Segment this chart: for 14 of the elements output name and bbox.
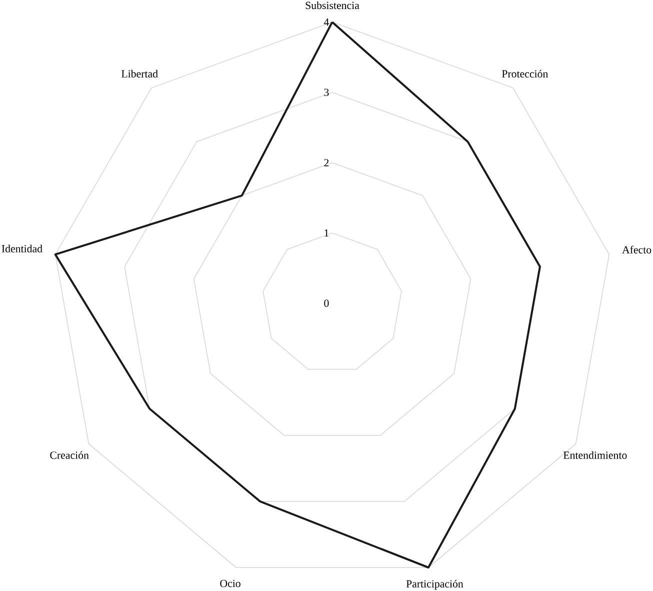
spoke-label: Creación: [50, 451, 89, 459]
y-tick-label: 3: [324, 88, 329, 96]
y-tick-label: 1: [324, 229, 329, 236]
spoke-label: Participación: [406, 580, 464, 590]
spoke-label: Ocio: [220, 580, 240, 588]
y-tick-label: 4: [324, 18, 330, 26]
spoke-label: Protección: [502, 70, 548, 78]
spoke-label: Subsistencia: [306, 1, 360, 10]
y-tick-label: 0: [324, 300, 329, 307]
spoke-label: Identidad: [2, 244, 42, 252]
spoke-label: Entendimiento: [563, 451, 627, 459]
spoke-label: Libertad: [122, 70, 158, 78]
spoke-label: Afecto: [622, 246, 652, 254]
y-tick-label: 2: [324, 159, 329, 166]
